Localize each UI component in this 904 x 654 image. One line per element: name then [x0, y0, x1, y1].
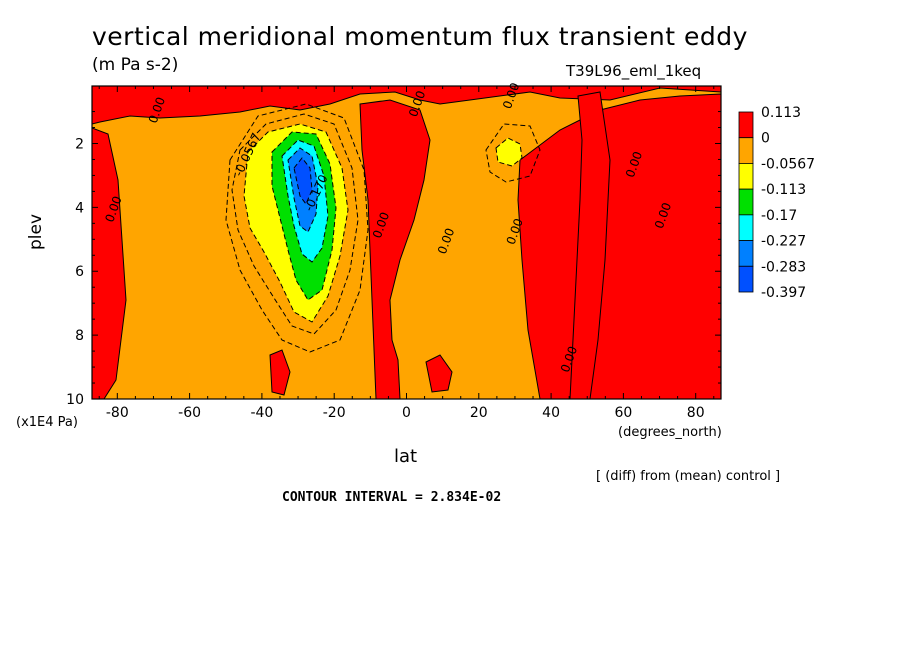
x-tick-label: -60	[178, 405, 201, 421]
y-tick-label: 4	[75, 200, 84, 216]
axis-ticks: -80 -60 -40 -20 0 20 40 60 80 2 4 6 8 10	[66, 86, 721, 421]
colorbar-label: 0	[761, 131, 770, 147]
diff-note: [ (diff) from (mean) control ]	[596, 469, 781, 484]
colorbar-label: -0.0567	[761, 156, 815, 172]
chart-units: (m Pa s-2)	[92, 55, 179, 75]
negative-cell-darkblue	[293, 157, 313, 205]
colorbar-swatch	[738, 137, 754, 164]
colorbar-label: -0.113	[761, 182, 806, 198]
dashed-contour-3	[485, 123, 541, 183]
colorbar-swatch	[738, 163, 754, 190]
run-id: T39L96_eml_1keq	[566, 62, 702, 80]
negative-cell-small	[495, 137, 523, 167]
colorbar-swatch	[738, 188, 754, 216]
positive-region-center	[359, 99, 431, 399]
colorbar-label: -0.227	[761, 234, 806, 250]
contour-interval: CONTOUR INTERVAL = 2.834E-02	[282, 490, 502, 505]
colorbar-label: -0.397	[761, 285, 806, 301]
positive-region-bottom-right	[425, 354, 453, 393]
x-axis-label: lat	[394, 446, 418, 467]
dashed-contour-2	[225, 103, 369, 353]
colorbar-label: -0.17	[761, 208, 797, 224]
x-tick-label: 40	[542, 405, 560, 421]
contour-fill	[92, 86, 721, 399]
dashed-contour-1	[231, 113, 359, 335]
chart-title: vertical meridional momentum flux transi…	[92, 22, 748, 51]
colorbar: 0.113 0 -0.0567 -0.113 -0.17 -0.227 -0.283 -0.3…	[738, 105, 815, 301]
positive-region-strip	[569, 91, 611, 399]
y-axis-units: (x1E4 Pa)	[16, 415, 78, 430]
colorbar-swatch	[738, 111, 754, 139]
x-tick-label: 60	[614, 405, 632, 421]
y-tick-label: 8	[75, 328, 84, 344]
positive-region-bottom-left	[269, 349, 291, 396]
colorbar-swatch	[738, 214, 754, 241]
x-tick-label: -80	[106, 405, 129, 421]
x-axis-units: (degrees_north)	[618, 425, 722, 440]
y-tick-label: 6	[75, 264, 84, 280]
colorbar-label: -0.283	[761, 259, 806, 275]
x-tick-label: 80	[687, 405, 705, 421]
y-tick-label: 10	[66, 392, 84, 408]
colorbar-label: 0.113	[761, 105, 801, 121]
x-tick-label: -20	[323, 405, 346, 421]
colorbar-swatch	[738, 240, 754, 267]
colorbar-swatch	[738, 265, 754, 293]
x-tick-label: 20	[470, 405, 488, 421]
x-tick-label: -40	[250, 405, 273, 421]
positive-region-left	[92, 127, 127, 399]
y-axis-label: plev	[26, 213, 46, 250]
positive-region-top	[92, 86, 721, 125]
positive-region-right	[517, 93, 721, 399]
x-tick-label: 0	[402, 405, 411, 421]
y-tick-label: 2	[75, 136, 84, 152]
